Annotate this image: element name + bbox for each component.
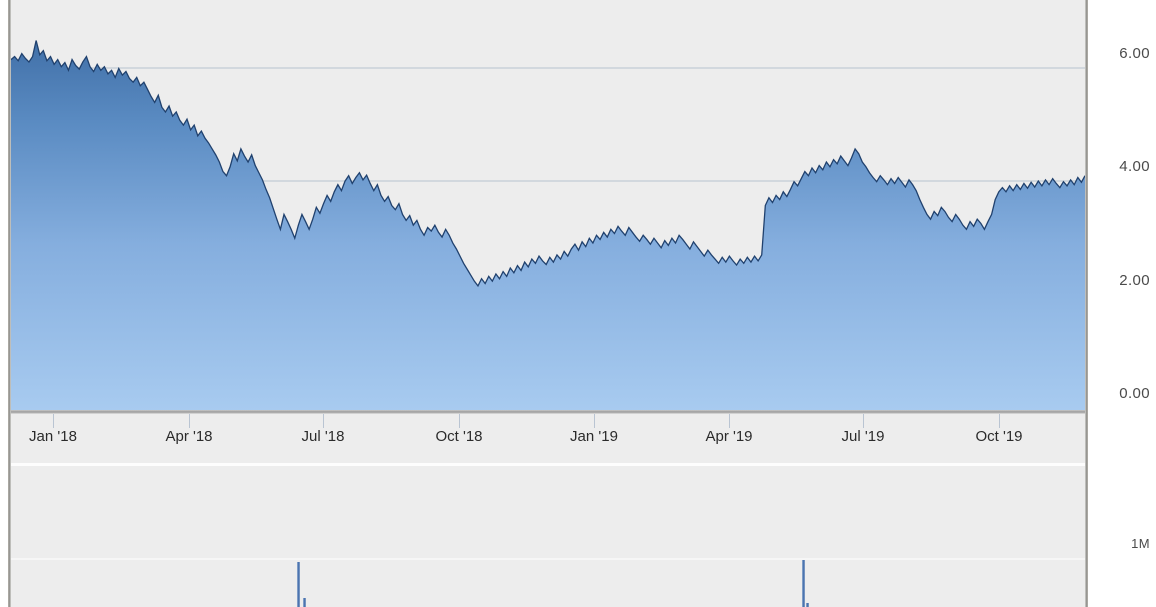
x-axis-label: Jan '18: [29, 428, 77, 445]
volume-gridline-1m: [11, 558, 1085, 560]
volume-bar: [802, 560, 805, 607]
x-axis-tick: [594, 414, 595, 428]
price-axis-baseline: [11, 410, 1085, 414]
price-area-series: [11, 40, 1085, 411]
x-axis-label: Jan '19: [570, 428, 618, 445]
gridline-4: [11, 180, 1085, 182]
x-axis-tick: [459, 414, 460, 428]
y-axis-label-column: 6.00 4.00 2.00 0.00 1M: [1088, 0, 1156, 607]
x-axis-tick: [999, 414, 1000, 428]
x-axis-band: Jan '18 Apr '18 Jul '18 Oct '18 Jan '19 Apr '…: [11, 414, 1085, 465]
x-axis-label: Jul '19: [841, 428, 885, 445]
panel-separator-top: [11, 463, 1085, 466]
volume-bar: [303, 598, 306, 607]
price-chart-panel[interactable]: [11, 0, 1085, 411]
x-axis-label: Jul '18: [301, 428, 345, 445]
y-axis-price-label: 4.00: [1119, 158, 1150, 175]
y-axis-price-label: 2.00: [1119, 272, 1150, 289]
window-right-border: [1085, 0, 1088, 607]
x-axis-tick: [323, 414, 324, 428]
y-axis-price-label: 0.00: [1119, 385, 1150, 402]
volume-chart-panel[interactable]: [11, 466, 1085, 607]
x-axis-tick: [863, 414, 864, 428]
gridline-6: [11, 67, 1085, 69]
volume-bar: [297, 562, 300, 607]
window-left-border: [8, 0, 11, 607]
x-axis-label: Oct '19: [975, 428, 1023, 445]
x-axis-label: Oct '18: [435, 428, 483, 445]
x-axis-tick: [53, 414, 54, 428]
x-axis-tick: [729, 414, 730, 428]
x-axis-label: Apr '19: [705, 428, 753, 445]
y-axis-price-label: 6.00: [1119, 45, 1150, 62]
volume-bar: [806, 603, 809, 607]
x-axis-label: Apr '18: [165, 428, 213, 445]
y-axis-volume-label: 1M: [1131, 536, 1150, 551]
x-axis-tick: [189, 414, 190, 428]
